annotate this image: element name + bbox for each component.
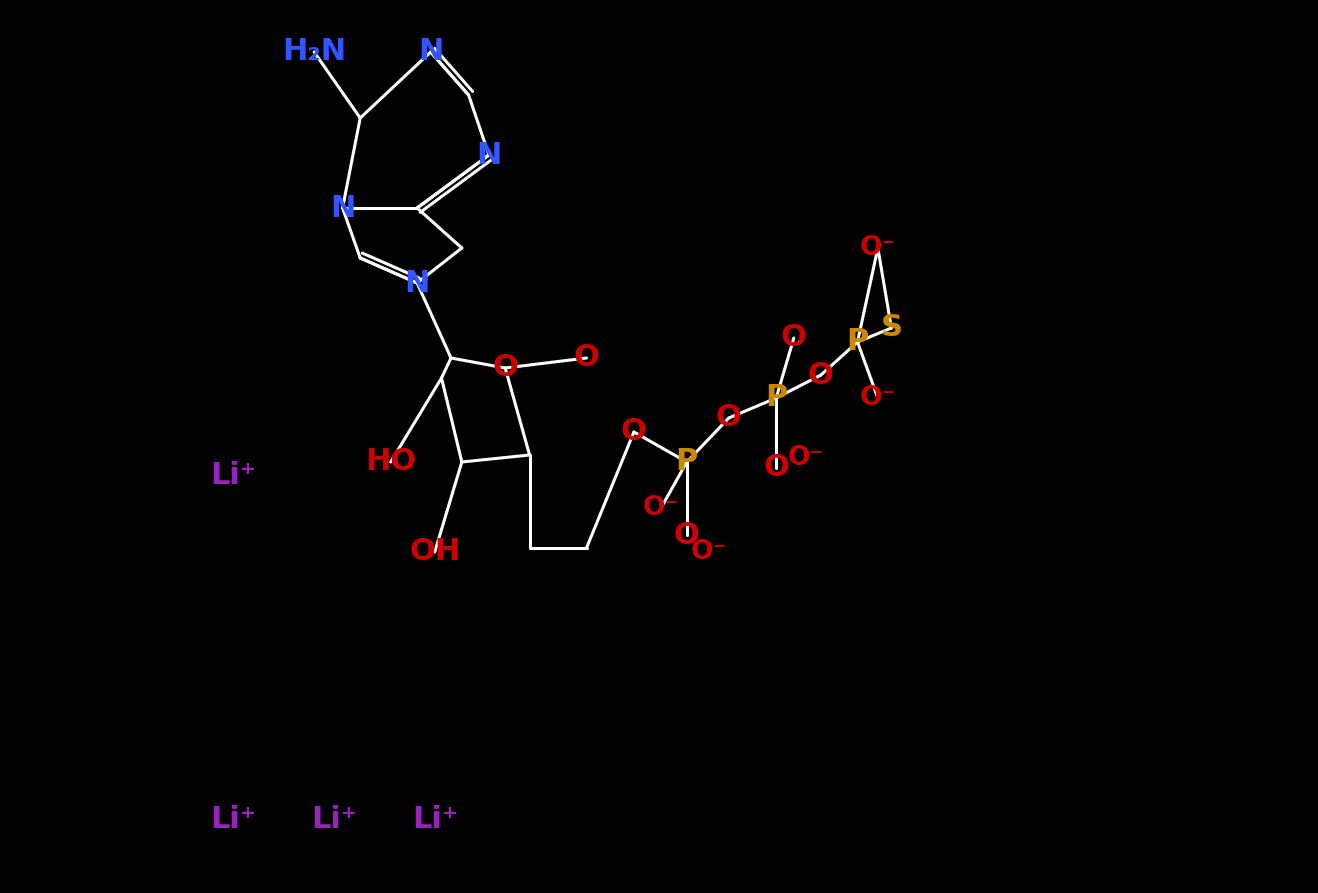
Text: O: O <box>780 323 807 353</box>
Text: O: O <box>492 354 518 382</box>
Text: O⁻: O⁻ <box>691 539 726 565</box>
Text: O: O <box>763 454 789 482</box>
Text: Li⁺: Li⁺ <box>210 805 256 834</box>
Text: N: N <box>330 194 356 222</box>
Text: P: P <box>764 383 787 413</box>
Text: N: N <box>418 38 443 66</box>
Text: O⁻: O⁻ <box>787 445 824 471</box>
Text: N: N <box>405 269 430 297</box>
Text: HO: HO <box>365 447 416 477</box>
Text: O: O <box>808 361 834 389</box>
Text: Li⁺: Li⁺ <box>210 461 256 489</box>
Text: Li⁺: Li⁺ <box>411 805 457 834</box>
Text: H₂N: H₂N <box>282 38 347 66</box>
Text: O⁻: O⁻ <box>643 495 679 521</box>
Text: Li⁺: Li⁺ <box>311 805 357 834</box>
Text: S: S <box>880 313 903 343</box>
Text: O: O <box>716 404 742 432</box>
Text: O: O <box>673 521 700 549</box>
Text: P: P <box>846 328 869 356</box>
Text: OH: OH <box>409 538 460 566</box>
Text: O⁻: O⁻ <box>859 235 896 261</box>
Text: O: O <box>621 418 647 446</box>
Text: N: N <box>476 140 502 170</box>
Text: O⁻: O⁻ <box>859 385 896 411</box>
Text: O: O <box>573 344 600 372</box>
Text: P: P <box>676 447 699 477</box>
